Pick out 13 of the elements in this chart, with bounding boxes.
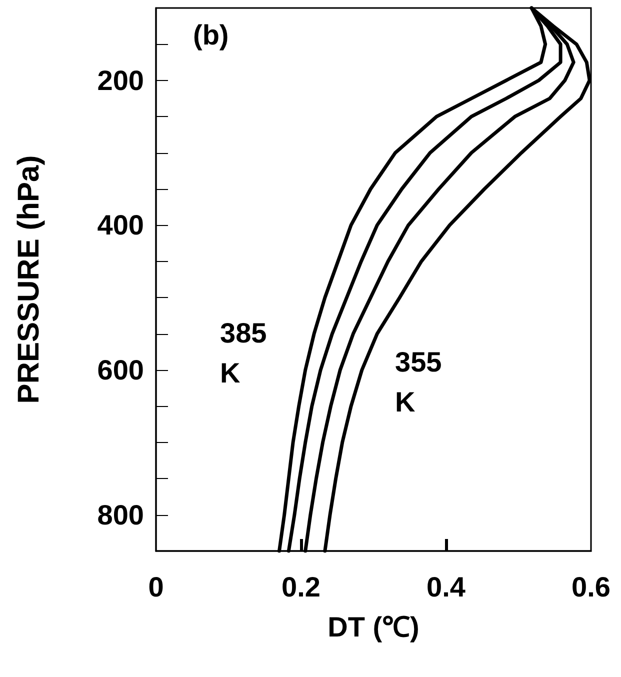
chart-title: (b) (193, 20, 229, 50)
x-tick-label: 0.4 (426, 572, 466, 602)
y-axis-title: PRESSURE (hPa) (12, 155, 46, 404)
x-axis-title: DT (℃) (328, 612, 420, 642)
annotation: 385 K (220, 318, 267, 388)
y-tick-label: 400 (97, 210, 144, 241)
x-tick-label: 0.2 (282, 572, 320, 602)
x-tick-label: 0 (148, 572, 164, 602)
y-tick-label: 200 (97, 64, 144, 96)
y-tick-label: 800 (97, 499, 144, 530)
annotation: 355 K (395, 346, 442, 418)
y-tick-label: 600 (97, 354, 144, 386)
x-tick-label: 0.6 (572, 572, 610, 602)
